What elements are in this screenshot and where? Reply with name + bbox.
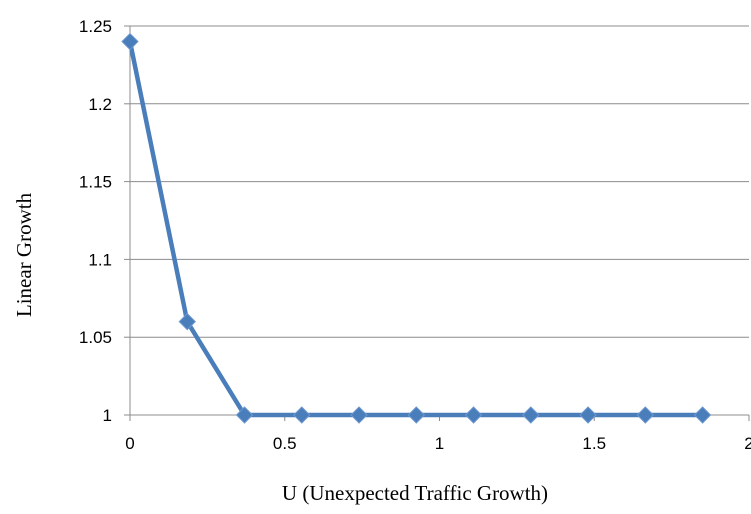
y-tick-label: 1: [103, 406, 112, 425]
data-point-marker: [350, 406, 368, 424]
x-tick-label: 0.5: [273, 434, 297, 453]
y-axis-title: Linear Growth: [12, 192, 36, 317]
x-axis-title: U (Unexpected Traffic Growth): [282, 481, 548, 505]
x-tick-label: 0: [125, 434, 134, 453]
x-tick-label: 1.5: [582, 434, 606, 453]
y-tick-label: 1.2: [88, 95, 112, 114]
data-point-marker: [407, 406, 425, 424]
data-point-marker: [121, 32, 139, 51]
data-point-marker: [636, 406, 655, 424]
data-point-marker: [522, 406, 540, 424]
y-tick-label: 1.15: [79, 173, 112, 192]
y-tick-label: 1.1: [88, 250, 112, 269]
y-tick-label: 1.05: [79, 328, 112, 347]
y-tick-labels: 1 1.05 1.1 1.15 1.2 1.25: [79, 17, 112, 425]
data-point-marker: [293, 406, 311, 424]
y-tick-label: 1.25: [79, 17, 112, 36]
axes: [124, 25, 750, 421]
gridlines: [130, 25, 749, 338]
data-point-marker: [579, 406, 597, 424]
series-line: [127, 41, 703, 418]
data-point-marker: [464, 406, 483, 424]
data-point-marker: [178, 312, 196, 331]
x-tick-label: 1: [435, 434, 444, 453]
data-point-marker: [693, 406, 712, 424]
data-point-marker: [235, 406, 254, 424]
series-group: [121, 32, 712, 424]
x-tick-label: 2: [744, 434, 751, 453]
x-tick-labels: 0 0.5 1 1.5 2: [125, 434, 751, 453]
